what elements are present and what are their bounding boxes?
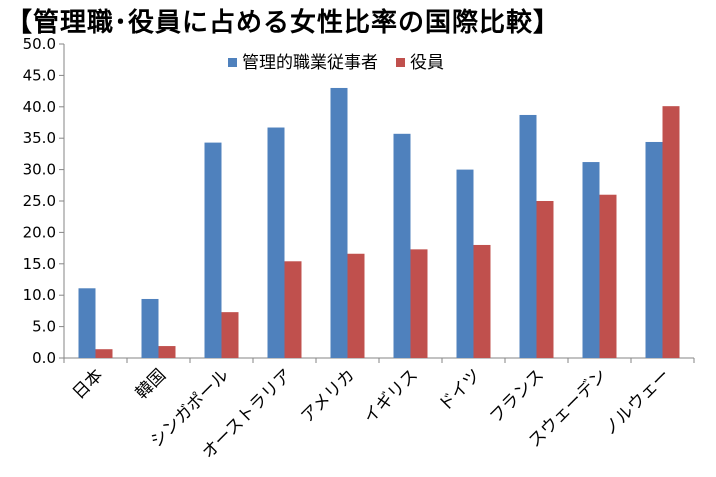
bar-executives-8 — [599, 194, 617, 358]
chart-title: 【管理職･役員に占める女性比率の国際比較】 — [6, 8, 561, 38]
bar-managers-9 — [645, 141, 663, 358]
bar-managers-8 — [582, 162, 600, 358]
bar-executives-4 — [347, 253, 365, 358]
bar-managers-4 — [330, 87, 348, 359]
y-tick-label: 10.0 — [23, 286, 56, 304]
y-tick-label: 45.0 — [23, 66, 56, 84]
x-category-label: 日本 — [69, 365, 107, 403]
bar-executives-1 — [158, 346, 176, 358]
y-tick-label: 20.0 — [23, 223, 56, 241]
bar-managers-6 — [456, 169, 474, 358]
y-tick-label: 0.0 — [32, 349, 56, 367]
x-category-label: 韓国 — [132, 365, 170, 403]
y-tick-label: 50.0 — [23, 35, 56, 53]
y-tick-label: 5.0 — [32, 318, 56, 336]
bar-managers-0 — [78, 288, 96, 358]
y-tick-label: 35.0 — [23, 129, 56, 147]
bar-managers-5 — [393, 133, 411, 358]
y-tick-label: 15.0 — [23, 255, 56, 273]
y-tick-label: 30.0 — [23, 161, 56, 179]
bar-executives-7 — [536, 201, 554, 358]
x-category-label: ドイツ — [435, 365, 485, 415]
x-category-label: フランス — [486, 365, 548, 427]
y-tick-label: 40.0 — [23, 98, 56, 116]
bar-executives-6 — [473, 244, 491, 358]
bar-managers-7 — [519, 114, 537, 359]
bar-managers-2 — [204, 142, 222, 358]
x-category-label: イギリス — [360, 365, 422, 427]
legend-swatch-0 — [228, 58, 237, 67]
bar-executives-2 — [221, 312, 239, 358]
legend-swatch-1 — [396, 58, 405, 67]
bar-executives-9 — [662, 106, 680, 358]
bar-managers-1 — [141, 298, 159, 358]
bar-executives-5 — [410, 249, 428, 358]
bar-managers-3 — [267, 127, 285, 358]
x-category-label: アメリカ — [297, 365, 359, 427]
x-category-label: ノルウェー — [600, 365, 674, 439]
legend-label-1: 役員 — [410, 53, 444, 73]
legend-label-0: 管理的職業従事者 — [242, 53, 378, 73]
bar-executives-0 — [95, 349, 113, 358]
bar-executives-3 — [284, 261, 302, 358]
y-tick-label: 25.0 — [23, 192, 56, 210]
